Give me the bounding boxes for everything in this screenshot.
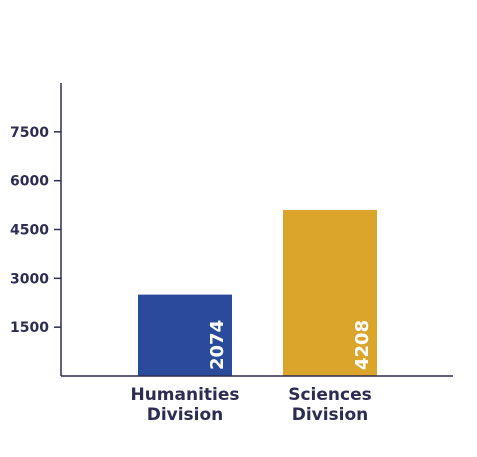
bar-value-label: 4208 [352, 320, 373, 370]
x-category-label: Humanities Division [130, 385, 239, 425]
y-tick-label: 1500 [10, 320, 49, 336]
y-tick-label: 6000 [10, 174, 49, 190]
x-axis-labels: Humanities Division Sciences Division [130, 385, 371, 425]
y-tick-label: 3000 [10, 271, 49, 287]
bars: 2074 4208 [138, 209, 377, 376]
bar [283, 209, 377, 376]
y-tick-label: 7500 [10, 125, 49, 141]
y-tick-label: 4500 [10, 223, 49, 239]
y-axis-ticks: 1500 3000 4500 6000 7500 [10, 125, 61, 336]
bar-value-label: 2074 [207, 320, 228, 370]
x-category-label: Sciences Division [288, 385, 372, 425]
bar [138, 294, 232, 376]
